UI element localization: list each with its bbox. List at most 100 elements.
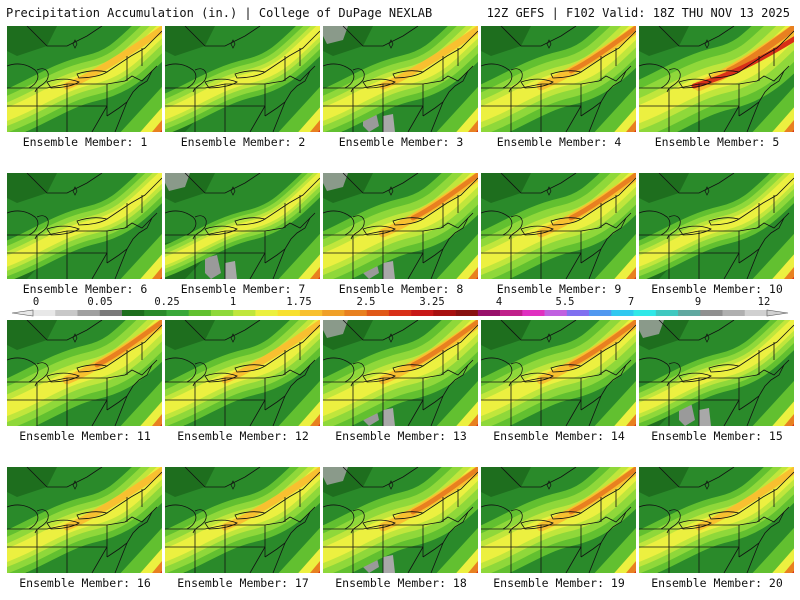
ensemble-map-panel	[7, 173, 162, 279]
colorbar-swatch	[55, 310, 78, 316]
ensemble-member-label: Ensemble Member: 6	[22, 282, 148, 296]
colorbar-swatch	[655, 310, 679, 316]
ensemble-map-panel	[323, 173, 478, 279]
colorbar-labels: 0 0.05 0.25 1 1.75 2.5 3.25 4 5.5 7 9 12	[0, 296, 800, 308]
colorbar-tick-label: 0.25	[154, 296, 180, 308]
ensemble-map-panel	[481, 320, 636, 426]
colorbar-swatch	[388, 310, 412, 316]
ensemble-map-panel	[7, 320, 162, 426]
colorbar-tick-label: 0.05	[87, 296, 113, 308]
ensemble-map-panel	[481, 467, 636, 573]
precip-map	[323, 173, 478, 279]
colorbar-swatch	[411, 310, 434, 316]
ensemble-member-label: Ensemble Member: 1	[22, 135, 148, 149]
ensemble-member-label: Ensemble Member: 11	[19, 429, 151, 443]
ensemble-member-label: Ensemble Member: 9	[496, 282, 622, 296]
ensemble-map-panel	[323, 26, 478, 132]
colorbar-swatch	[144, 310, 167, 316]
ensemble-map-panel	[639, 173, 794, 279]
precip-map	[639, 320, 794, 426]
colorbar-swatch	[722, 310, 746, 316]
colorbar-swatch	[210, 310, 234, 316]
ensemble-map-panel	[323, 467, 478, 573]
precip-map	[165, 320, 320, 426]
colorbar-tick-label: 1.75	[286, 296, 312, 308]
ensemble-member-label: Ensemble Member: 20	[651, 576, 783, 590]
precip-map	[7, 467, 162, 573]
ensemble-map-panel	[323, 320, 478, 426]
ensemble-member-label: Ensemble Member: 15	[651, 429, 783, 443]
colorbar-swatch	[589, 310, 612, 316]
ensemble-map-panel	[7, 467, 162, 573]
colorbar-tick-label: 7	[627, 296, 635, 308]
ensemble-member-label: Ensemble Member: 4	[496, 135, 622, 149]
precip-map	[323, 467, 478, 573]
colorbar-swatch	[500, 310, 523, 316]
ensemble-map-panel	[165, 320, 320, 426]
colorbar-swatch	[166, 310, 189, 316]
colorbar-swatch	[77, 310, 101, 316]
precip-map	[7, 320, 162, 426]
colorbar-tick-label: 5.5	[555, 296, 575, 308]
ensemble-member-label: Ensemble Member: 19	[493, 576, 625, 590]
precip-map	[165, 173, 320, 279]
ensemble-member-label: Ensemble Member: 13	[335, 429, 467, 443]
ensemble-member-label: Ensemble Member: 16	[19, 576, 151, 590]
ensemble-map-panel	[165, 467, 320, 573]
ensemble-member-label: Ensemble Member: 5	[654, 135, 780, 149]
colorbar-swatch	[700, 310, 723, 316]
colorbar-swatch	[299, 310, 323, 316]
colorbar-swatch	[566, 310, 590, 316]
precip-map	[165, 26, 320, 132]
colorbar-swatch	[121, 310, 145, 316]
colorbar-swatch	[433, 310, 456, 316]
precip-map	[481, 320, 636, 426]
precip-map	[639, 26, 794, 132]
colorbar-tick-label: 9	[694, 296, 702, 308]
colorbar-swatch	[99, 310, 123, 316]
precip-map	[639, 173, 794, 279]
colorbar-swatch	[255, 310, 278, 316]
ensemble-map-panel	[165, 173, 320, 279]
model-run-info: 12Z GEFS | F102 Valid: 18Z THU NOV 13 20…	[486, 6, 790, 20]
ensemble-map-panel	[639, 320, 794, 426]
colorbar-tick-label: 3.25	[419, 296, 445, 308]
map-title: Precipitation Accumulation (in.) | Colle…	[6, 6, 433, 20]
colorbar	[11, 309, 789, 317]
ensemble-map-panel	[481, 173, 636, 279]
colorbar-swatch	[322, 310, 345, 316]
colorbar-swatch	[678, 310, 701, 316]
colorbar-swatch	[633, 310, 657, 316]
ensemble-map-panel	[165, 26, 320, 132]
precip-map	[481, 467, 636, 573]
colorbar-left-arrow	[11, 309, 34, 317]
colorbar-tick-label: 0	[32, 296, 40, 308]
precip-map	[7, 173, 162, 279]
ensemble-member-label: Ensemble Member: 3	[338, 135, 464, 149]
ensemble-map-panel	[639, 467, 794, 573]
ensemble-member-label: Ensemble Member: 8	[338, 282, 464, 296]
colorbar-swatch	[544, 310, 568, 316]
precip-map	[323, 320, 478, 426]
colorbar-swatch	[344, 310, 367, 316]
precip-map	[639, 467, 794, 573]
ensemble-member-label: Ensemble Member: 2	[180, 135, 306, 149]
ensemble-map-panel	[7, 26, 162, 132]
colorbar-right-arrow	[766, 309, 789, 317]
precip-map	[7, 26, 162, 132]
colorbar-swatch	[188, 310, 212, 316]
colorbar-tick-label: 1	[229, 296, 237, 308]
ensemble-member-label: Ensemble Member: 7	[180, 282, 306, 296]
colorbar-swatch	[233, 310, 256, 316]
colorbar-swatch	[744, 310, 768, 316]
colorbar-swatch	[522, 310, 545, 316]
colorbar-swatch	[366, 310, 390, 316]
ensemble-map-panel	[639, 26, 794, 132]
ensemble-member-label: Ensemble Member: 12	[177, 429, 309, 443]
colorbar-swatch	[611, 310, 634, 316]
colorbar-tick-label: 12	[757, 296, 771, 308]
ensemble-map-panel	[481, 26, 636, 132]
ensemble-member-label: Ensemble Member: 18	[335, 576, 467, 590]
colorbar-tick-label: 2.5	[356, 296, 376, 308]
precip-map	[481, 173, 636, 279]
